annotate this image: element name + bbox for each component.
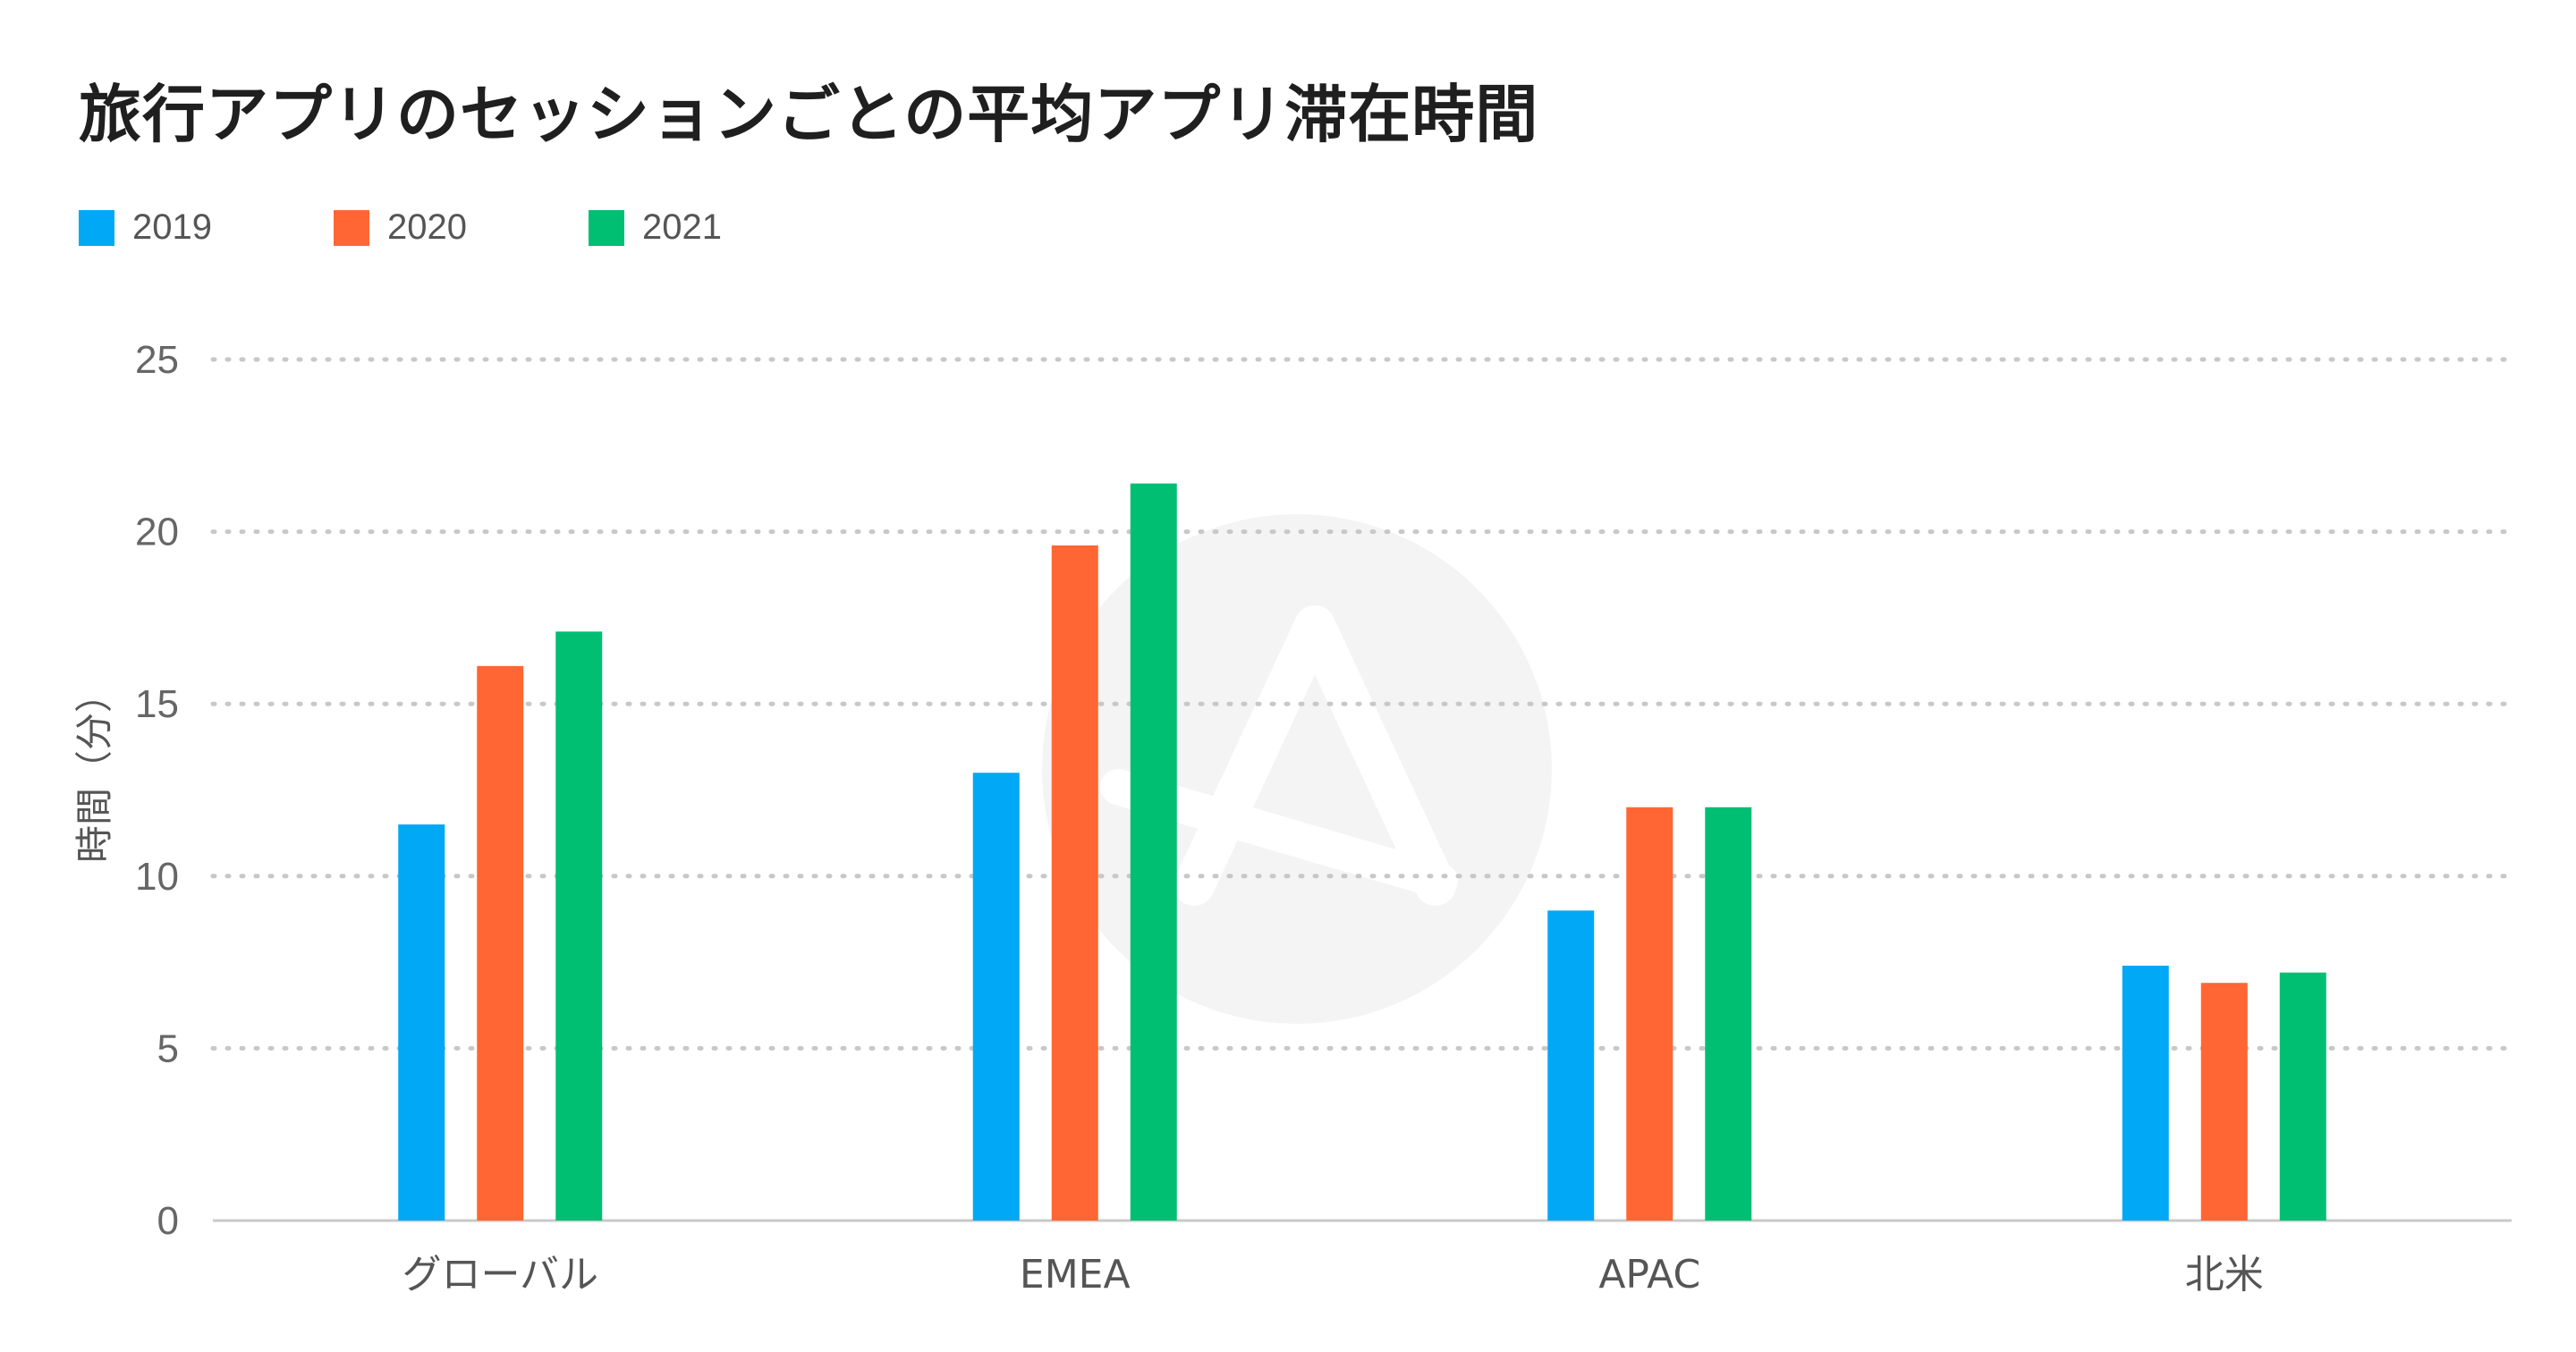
legend-swatch-series-1 — [79, 209, 114, 246]
bar-series — [398, 483, 2326, 1221]
legend-swatch-series-2 — [333, 209, 369, 246]
bar — [972, 773, 1020, 1221]
legend-item-series-3: 2021 — [588, 207, 722, 248]
bar — [1626, 807, 1674, 1221]
legend-label-series-1: 2019 — [132, 207, 212, 247]
legend-item-series-1: 2019 — [79, 207, 212, 248]
legend-swatch-series-3 — [588, 209, 624, 246]
y-tick-label: 5 — [157, 1027, 179, 1070]
chart-title: 旅行アプリのセッションごとの平均アプリ滞在時間 — [79, 78, 1539, 151]
bar — [1547, 910, 1595, 1221]
x-category-label: EMEA — [1020, 1252, 1131, 1297]
bar — [555, 631, 603, 1221]
y-axis-ticks: 0 5 10 15 20 25 — [135, 338, 179, 1243]
legend-label-series-3: 2021 — [641, 207, 722, 247]
legend-item-series-2: 2020 — [333, 207, 467, 248]
legend: 2019 2020 2021 — [79, 207, 843, 248]
y-tick-label: 25 — [135, 338, 179, 382]
bar — [1051, 545, 1098, 1221]
bar — [2122, 965, 2169, 1221]
bar — [2279, 972, 2326, 1221]
y-tick-label: 10 — [135, 855, 179, 899]
watermark-logo — [1042, 514, 1552, 1024]
bar — [1130, 483, 1177, 1221]
y-axis-title: 時間（分） — [72, 675, 116, 863]
bar — [2200, 983, 2248, 1221]
x-category-label: APAC — [1598, 1252, 1700, 1297]
x-axis-categories: グローバル EMEA APAC 北米 — [402, 1252, 2263, 1297]
y-tick-label: 0 — [157, 1199, 179, 1243]
bar — [398, 824, 445, 1221]
legend-label-series-2: 2020 — [386, 207, 467, 247]
bar — [477, 665, 524, 1221]
y-tick-label: 15 — [135, 682, 179, 726]
bar — [1705, 807, 1752, 1221]
y-tick-label: 20 — [135, 511, 179, 554]
x-category-label: 北米 — [2185, 1252, 2264, 1297]
x-category-label: グローバル — [402, 1252, 598, 1297]
